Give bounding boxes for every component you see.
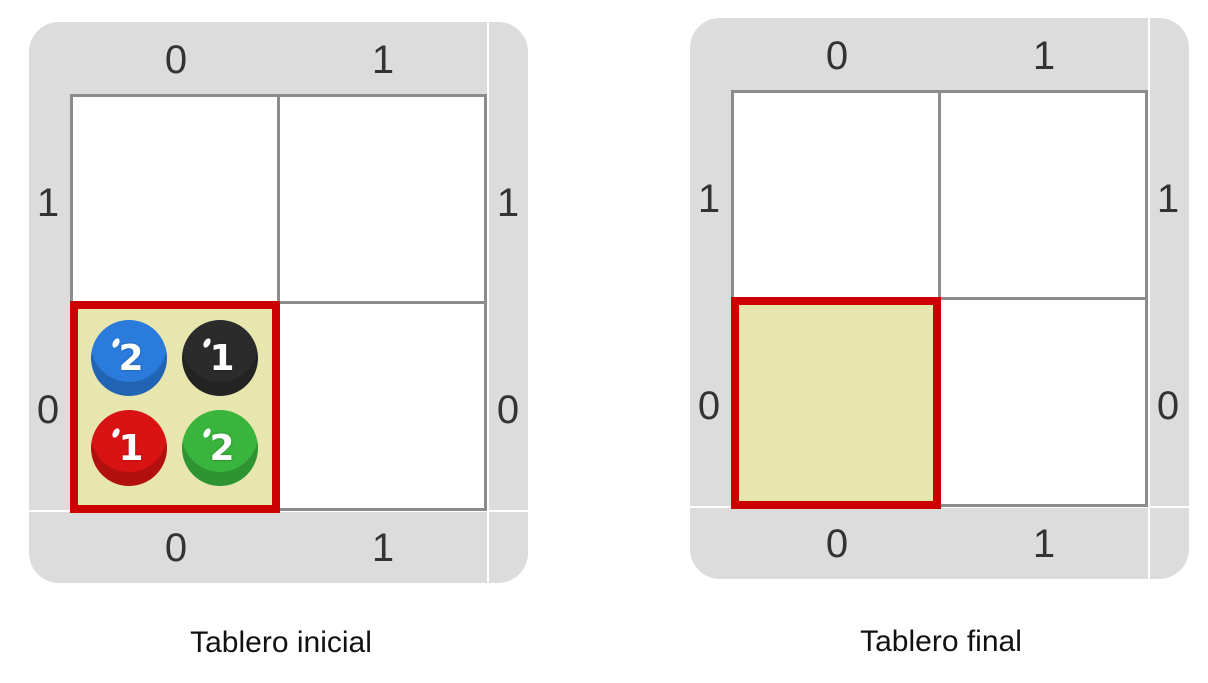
col-label-bottom: 0 [164, 526, 188, 570]
cell-1-0[interactable] [277, 301, 487, 511]
col-label-top: 1 [371, 38, 395, 82]
black-ball-count: 1 [209, 337, 235, 379]
col-label-bottom: 1 [1032, 522, 1056, 566]
col-label-bottom: 0 [825, 522, 849, 566]
row-label-right: 1 [1156, 177, 1180, 221]
frame-divider [1148, 18, 1150, 579]
col-label-top: 0 [825, 34, 849, 78]
row-label-left: 0 [697, 384, 721, 428]
col-label-top: 1 [1032, 34, 1056, 78]
frame-divider [487, 22, 489, 583]
row-label-left: 0 [36, 388, 60, 432]
board-caption: Tablero inicial [190, 626, 372, 659]
row-label-left: 1 [697, 177, 721, 221]
red-ball-count: 1 [118, 427, 144, 469]
black-ball: 1 [182, 320, 258, 396]
row-label-left: 1 [36, 181, 60, 225]
blue-ball-count: 2 [118, 337, 144, 379]
blue-ball: 2 [91, 320, 167, 396]
head-cell-0-0[interactable] [731, 297, 941, 509]
board-caption: Tablero final [860, 625, 1022, 658]
cell-1-1[interactable] [277, 94, 487, 304]
cell-1-0[interactable] [938, 297, 1148, 507]
col-label-top: 0 [164, 38, 188, 82]
row-label-right: 0 [1156, 384, 1180, 428]
cell-0-1[interactable] [731, 90, 941, 300]
cell-0-1[interactable] [70, 94, 280, 304]
red-ball: 1 [91, 410, 167, 486]
green-ball-count: 2 [209, 427, 235, 469]
row-label-right: 1 [496, 181, 520, 225]
row-label-right: 0 [496, 388, 520, 432]
col-label-bottom: 1 [371, 526, 395, 570]
cell-1-1[interactable] [938, 90, 1148, 300]
green-ball: 2 [182, 410, 258, 486]
